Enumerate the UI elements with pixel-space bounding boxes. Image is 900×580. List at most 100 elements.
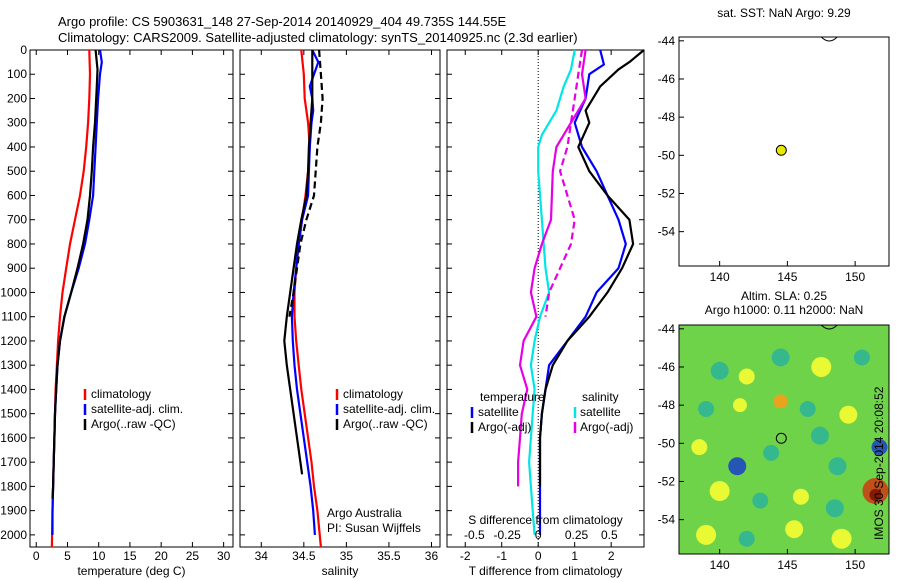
map-y-tick-label: -44 — [658, 34, 676, 48]
x-axis-label-temperature: temperature (deg C) — [77, 564, 185, 578]
sla-blob — [785, 520, 804, 539]
x-tick-label-difference: -1 — [496, 549, 507, 563]
map-frame-map_sst — [678, 36, 890, 267]
sla-blob — [728, 457, 747, 476]
note-label: Argo Australia — [327, 506, 402, 520]
y-tick-label: 1600 — [0, 431, 27, 445]
x-axis-label-salinity: salinity — [322, 564, 359, 578]
sla-blob — [831, 528, 852, 549]
map-x-tick-label: 150 — [845, 558, 865, 572]
series-difference-2 — [527, 49, 576, 535]
sla-blob — [810, 426, 829, 445]
sla-blob — [853, 349, 870, 366]
sla-blob — [732, 398, 747, 413]
sla-blob — [811, 356, 832, 377]
y-tick-label: 600 — [7, 188, 27, 202]
y-tick-label: 1900 — [0, 504, 27, 518]
legend-label: satellite-adj. clim. — [343, 402, 435, 416]
y-tick-label: 1300 — [0, 358, 27, 372]
map-x-tick-label: 140 — [710, 270, 730, 284]
y-tick-label: 1700 — [0, 455, 27, 469]
panel-salinity-frame — [239, 49, 441, 548]
s-tick-label: 0 — [535, 528, 542, 542]
legend-label: satellite — [478, 405, 519, 419]
series-temperature-2 — [51, 49, 99, 499]
legend-label: climatology — [91, 387, 151, 401]
map-title-sst: sat. SST: NaN Argo: 9.29 — [717, 6, 851, 20]
legend-label: climatology — [343, 387, 403, 401]
imos-side-label: IMOS 30-Sep-2014 20:08:52 — [872, 386, 886, 540]
map-y-tick-label: -44 — [658, 322, 676, 336]
sla-blob — [799, 400, 816, 417]
map-frame-map_sla — [678, 324, 890, 555]
legend-label: salinity — [582, 390, 619, 404]
x-tick-label-temperature: 10 — [92, 549, 106, 563]
y-tick-label: 200 — [7, 91, 27, 105]
x-tick-label-temperature: 30 — [217, 549, 231, 563]
map-y-tick-label: -50 — [658, 436, 676, 450]
y-tick-label: 0 — [20, 43, 27, 57]
note-label: PI: Susan Wijffels — [327, 521, 421, 535]
map-y-tick-label: -52 — [658, 474, 676, 488]
legend-label: Argo(-adj) — [478, 420, 531, 434]
y-tick-label: 1500 — [0, 407, 27, 421]
map-contour — [820, 324, 838, 330]
y-tick-label: 1200 — [0, 334, 27, 348]
map-x-tick-label: 145 — [777, 558, 797, 572]
legend-label: Argo(..raw -QC) — [343, 417, 428, 431]
sla-blob — [771, 348, 790, 367]
series-difference-1 — [538, 49, 645, 487]
sla-blob — [698, 400, 715, 417]
sla-blob — [738, 368, 755, 385]
x-tick-label-difference: 1 — [571, 549, 578, 563]
x-axis-label-difference: T difference from climatology — [469, 564, 623, 578]
x-tick-label-salinity: 34.5 — [292, 549, 316, 563]
y-tick-label: 100 — [7, 67, 27, 81]
sla-blob — [792, 488, 809, 505]
legend-label: satellite — [580, 405, 621, 419]
map-y-tick-label: -46 — [658, 72, 676, 86]
series-salinity-3 — [288, 49, 324, 317]
y-tick-label: 1100 — [1, 310, 27, 324]
x-tick-label-difference: -2 — [460, 549, 471, 563]
s-tick-label: 0.25 — [565, 528, 589, 542]
sla-blob — [773, 394, 788, 409]
legend-label: temperature — [480, 390, 545, 404]
map-x-tick-label: 145 — [777, 270, 797, 284]
sla-blob — [738, 530, 755, 547]
sla-blob — [752, 492, 769, 509]
y-tick-label: 500 — [7, 164, 27, 178]
sla-blob — [839, 405, 858, 424]
sla-blob — [696, 524, 717, 545]
sla-blob — [871, 439, 888, 456]
argo-position-marker — [775, 432, 787, 444]
s-tick-label: -0.25 — [494, 528, 522, 542]
legend-label: Argo(..raw -QC) — [91, 417, 176, 431]
map-subtitle-sla: Argo h1000: 0.11 h2000: NaN — [705, 303, 864, 317]
y-tick-label: 300 — [7, 116, 27, 130]
map-y-tick-label: -54 — [658, 513, 676, 527]
sla-blob — [825, 499, 844, 518]
y-tick-label: 900 — [7, 261, 27, 275]
legend-label: satellite-adj. clim. — [91, 402, 183, 416]
y-tick-label: 1800 — [0, 479, 27, 493]
argo-position-marker — [775, 144, 787, 156]
x-tick-label-salinity: 34 — [255, 549, 269, 563]
x-tick-label-temperature: 5 — [64, 549, 71, 563]
x-tick-label-difference: 2 — [608, 549, 615, 563]
sla-blob — [709, 481, 730, 502]
sla-blob — [828, 457, 847, 476]
y-tick-label: 2000 — [0, 528, 27, 542]
panel-difference-frame — [446, 49, 645, 548]
panel-temperature-frame — [29, 49, 234, 548]
x-tick-label-temperature: 0 — [33, 549, 40, 563]
map-y-tick-label: -52 — [658, 186, 676, 200]
series-difference-4 — [544, 49, 584, 317]
header-line-2: Climatology: CARS2009. Satellite-adjuste… — [58, 30, 578, 45]
x-axis-label-s: S difference from climatology — [468, 513, 623, 527]
map-y-tick-label: -48 — [658, 398, 676, 412]
y-tick-label: 700 — [7, 213, 27, 227]
map-y-tick-label: -48 — [658, 110, 676, 124]
x-tick-label-salinity: 35 — [340, 549, 354, 563]
map-title-sla: Altim. SLA: 0.25 — [741, 289, 827, 303]
